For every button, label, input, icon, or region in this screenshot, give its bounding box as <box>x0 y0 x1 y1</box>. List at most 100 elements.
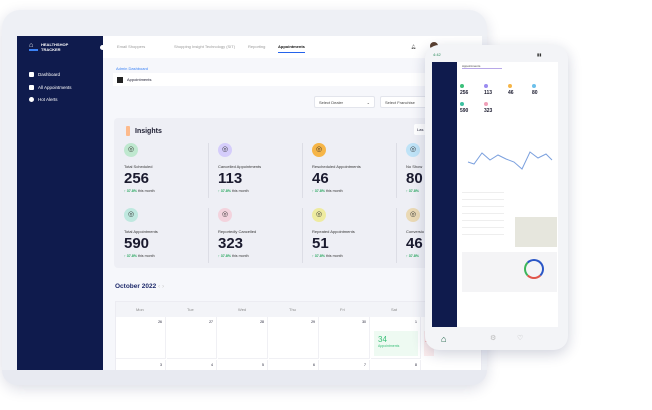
tab-sit[interactable]: Shopping Insight Technology (SIT) <box>174 44 236 49</box>
grid-icon <box>29 72 34 77</box>
day-number: 6 <box>313 363 315 367</box>
heart-icon[interactable]: ♡ <box>517 335 524 342</box>
calendar-day[interactable]: 1 34 Appointments <box>371 317 421 359</box>
phone-frame: 4:42 ▮▮ Appointments 256 113 46 80 590 323 ⌂ … <box>425 45 568 350</box>
day-number: 8 <box>415 363 417 367</box>
stat-card: ◎ Conversio 46 ↑ 37.8% <box>406 208 482 268</box>
day-number: 4 <box>211 363 213 367</box>
home-icon[interactable]: ⌂ <box>441 334 447 344</box>
weekday-label: Sat <box>391 307 398 312</box>
weekday-label: Fri <box>340 307 345 312</box>
stat-icon: ◎ <box>312 143 326 157</box>
stat-value: 46 <box>406 235 423 252</box>
stat-value: 590 <box>124 235 150 252</box>
weekday-label: Thu <box>289 307 296 312</box>
day-number: 28 <box>260 320 264 324</box>
tab-reporting[interactable]: Reporting <box>248 44 266 49</box>
calendar-day[interactable]: 27 <box>167 317 217 359</box>
stat-label: Total Appointments <box>124 229 158 234</box>
tablet-screen: ⌂ HEALTHSHOP TRACKER Dashboard All Appoin… <box>17 36 482 380</box>
stat-label: No Show <box>406 164 423 169</box>
sidebar-item-hot-alerts[interactable]: Hot Alerts <box>29 97 58 102</box>
stat-icon: ◎ <box>124 143 138 157</box>
calendar: Mon Tue Wed Thu Fri Sat 26 27 28 29 30 1 34 Appointm… <box>115 301 482 380</box>
tab-email-shoppers[interactable]: Email Shoppers <box>117 44 146 49</box>
phone-stat: 590 <box>460 102 484 114</box>
stat-label: Repeated Appointments <box>312 229 355 234</box>
day-number: 27 <box>209 320 213 324</box>
calendar-icon <box>29 85 34 90</box>
insights-panel: Insights Las ◎ Total Scheduled 256 ↑ 37.… <box>114 118 444 268</box>
page-title: Appointments <box>127 77 152 82</box>
stat-label: Reportedly Cancelled <box>218 229 257 234</box>
divider <box>396 208 397 263</box>
gear-icon[interactable]: ⚙ <box>490 335 497 342</box>
phone-time: 4:42 <box>433 52 441 57</box>
stat-icon: ◎ <box>218 208 232 222</box>
phone-screen: Appointments 256 113 46 80 590 323 <box>432 62 558 327</box>
page-title-bar: Appointments <box>113 73 482 86</box>
stat-card: ◎ Cancelled Appointments 113 ↑ 37.8% thi… <box>218 143 310 203</box>
insights-title: Insights <box>126 126 162 136</box>
divider <box>302 143 303 198</box>
phone-stat: 80 <box>532 84 556 96</box>
day-number: 26 <box>158 320 162 324</box>
divider <box>208 208 209 263</box>
stat-label: Total Scheduled <box>124 164 153 169</box>
day-number: 1 <box>415 320 417 324</box>
stat-value: 323 <box>218 235 244 252</box>
stat-card: ◎ No Show 80 ↑ 37.8% <box>406 143 482 203</box>
month-nav[interactable]: ‹ › <box>158 283 165 290</box>
donut-chart <box>524 259 544 279</box>
stat-value: 46 <box>312 170 329 187</box>
calendar-day[interactable]: 29 <box>269 317 319 359</box>
tab-appointments[interactable]: Appointments <box>278 44 305 53</box>
stat-delta: ↑ 37.8% this month <box>312 189 343 193</box>
calendar-header: Mon Tue Wed Thu Fri Sat <box>116 302 482 317</box>
bell-icon[interactable]: 🔔︎ <box>411 44 417 49</box>
calendar-day[interactable]: 30 <box>320 317 370 359</box>
stat-delta: ↑ 37.8% this month <box>124 189 155 193</box>
phone-header: Appointments <box>462 64 502 69</box>
stat-value: 80 <box>406 170 423 187</box>
stat-icon: ◎ <box>312 208 326 222</box>
stat-icon: ◎ <box>406 143 420 157</box>
status-icons: ▮▮ <box>537 52 542 57</box>
stat-delta: ↑ 37.8% this month <box>218 189 249 193</box>
phone-sidebar <box>432 62 457 327</box>
calendar-day[interactable]: 28 <box>218 317 268 359</box>
tablet-frame: ⌂ HEALTHSHOP TRACKER Dashboard All Appoin… <box>2 10 487 385</box>
calendar-day[interactable]: 26 <box>116 317 166 359</box>
sidebar-item-all-appointments[interactable]: All Appointments <box>29 85 72 90</box>
calendar-icon <box>117 76 123 83</box>
event-badge[interactable]: 34 Appointments <box>374 331 418 356</box>
brand-logo: ⌂ HEALTHSHOP TRACKER <box>29 42 69 52</box>
stat-delta: ↑ 37.8% this month <box>124 254 155 258</box>
phone-table <box>462 192 504 237</box>
phone-stat: 46 <box>508 84 532 96</box>
sidebar-item-dashboard[interactable]: Dashboard <box>29 72 60 77</box>
calendar-month: October 2022 ‹ › <box>115 283 165 290</box>
phone-stat: 323 <box>484 102 508 114</box>
stat-delta: ↑ 37.8% <box>406 189 419 193</box>
divider <box>208 143 209 198</box>
dealer-select[interactable]: Select Dealer ⌄ <box>314 96 375 108</box>
sidebar: ⌂ HEALTHSHOP TRACKER Dashboard All Appoin… <box>17 36 103 380</box>
divider <box>396 143 397 198</box>
phone-stat: 113 <box>484 84 508 96</box>
phone-map <box>515 217 557 247</box>
day-number: 7 <box>364 363 366 367</box>
stat-card: ◎ Reportedly Cancelled 323 ↑ 37.8% this … <box>218 208 310 268</box>
stat-card: ◎ Rescheduled Appointments 46 ↑ 37.8% th… <box>312 143 404 203</box>
stat-icon: ◎ <box>218 143 232 157</box>
range-button[interactable]: Las <box>414 124 434 135</box>
stat-card: ◎ Repeated Appointments 51 ↑ 37.8% this … <box>312 208 404 268</box>
breadcrumb[interactable]: Admin Dashboard <box>116 66 149 71</box>
stat-value: 256 <box>124 170 150 187</box>
stat-card: ◎ Total Appointments 590 ↑ 37.8% this mo… <box>124 208 216 268</box>
stat-delta: ↑ 37.8% this month <box>312 254 343 258</box>
divider <box>302 208 303 263</box>
stat-card: ◎ Total Scheduled 256 ↑ 37.8% this month <box>124 143 216 203</box>
day-number: 3 <box>160 363 162 367</box>
chart-line <box>467 151 553 170</box>
